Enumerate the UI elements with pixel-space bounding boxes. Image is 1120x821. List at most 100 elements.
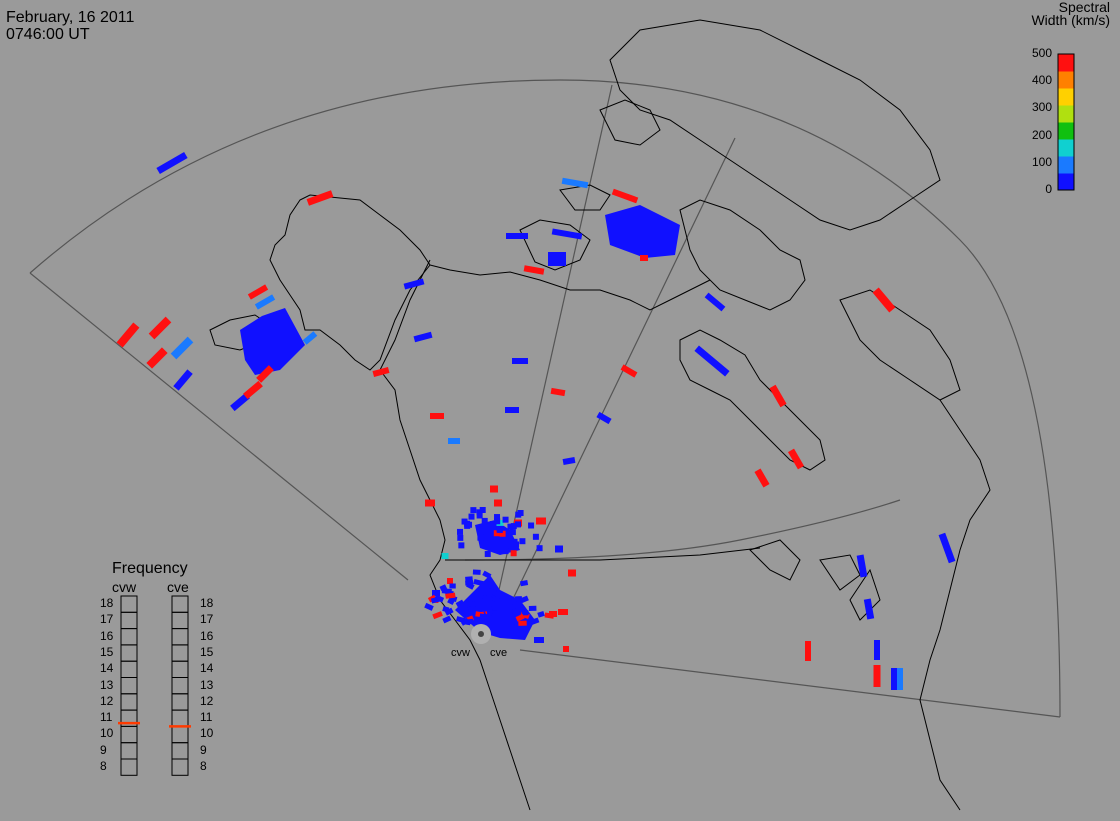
echo-cluster-bc	[475, 520, 520, 555]
frequency-cell	[120, 693, 138, 711]
colorbar-tick-label: 0	[1045, 182, 1052, 196]
echo-mark	[445, 592, 456, 599]
frequency-cell	[171, 611, 189, 630]
echo-mark	[482, 570, 492, 579]
echo-mark	[430, 596, 442, 604]
echo-mark	[457, 528, 464, 535]
frequency-level-cve: 13	[200, 677, 214, 692]
echo-mark	[754, 468, 770, 488]
frequency-cell	[171, 709, 189, 727]
echo-mark	[490, 604, 499, 612]
alaska-canada-border	[379, 259, 431, 371]
frequency-cell	[171, 677, 189, 695]
echo-mark	[447, 597, 455, 606]
echo-mark	[247, 284, 269, 300]
echo-mark	[515, 613, 525, 622]
echo-mark	[938, 532, 956, 564]
echo-mark	[769, 384, 787, 408]
echo-mark	[568, 569, 576, 577]
echo-mark	[413, 331, 433, 343]
frequency-title: Frequency	[112, 560, 188, 577]
echo-mark	[156, 151, 188, 175]
echo-mark	[424, 602, 434, 611]
frequency-cell	[120, 677, 138, 695]
echo-mark	[146, 347, 168, 369]
colorbar-tick-label: 100	[1031, 154, 1052, 169]
echo-mark	[466, 521, 473, 528]
echo-mark	[611, 188, 639, 204]
frequency-level-cve: 8	[200, 759, 207, 773]
frequency-level-cvw: 17	[100, 612, 114, 627]
west-coast	[379, 369, 531, 811]
echo-mark	[457, 534, 464, 541]
echo-mark	[488, 588, 497, 596]
echo-cluster-alaska	[240, 308, 305, 375]
colorbar-tick-label: 400	[1031, 73, 1052, 88]
echo-mark	[466, 618, 474, 625]
echo-mark	[449, 583, 456, 589]
scatter-layer	[116, 151, 956, 690]
frequency-cell	[120, 644, 138, 662]
frequency-level-cvw: 8	[100, 759, 107, 773]
echo-mark	[468, 513, 475, 520]
date-label: February, 16 2011	[6, 9, 135, 26]
echo-mark	[447, 578, 453, 584]
frequency-level-cve: 14	[200, 661, 214, 676]
echo-mark	[596, 411, 612, 425]
echo-mark	[476, 509, 483, 516]
echo-mark	[510, 550, 517, 557]
echo-mark	[461, 518, 468, 525]
echo-mark	[513, 541, 520, 548]
frequency-level-cvw: 18	[100, 596, 114, 610]
radar-site-dot	[478, 631, 484, 637]
frequency-cell	[120, 595, 138, 613]
echo-mark	[491, 612, 502, 621]
echo-mark	[874, 640, 880, 660]
echo-mark	[230, 392, 250, 412]
baffin	[679, 199, 806, 311]
echo-mark	[532, 533, 539, 540]
colorbar-segment	[1058, 156, 1074, 174]
echo-mark	[509, 619, 519, 625]
frequency-panels	[118, 595, 191, 776]
echo-mark	[472, 569, 481, 575]
echo-mark	[873, 665, 881, 687]
echo-mark	[528, 522, 535, 529]
canada-north-coast	[429, 264, 711, 311]
echo-mark	[562, 457, 576, 465]
echo-mark	[510, 523, 517, 530]
colorbar-tick-label: 300	[1031, 100, 1052, 115]
echo-mark	[694, 345, 730, 377]
echo-mark	[509, 529, 516, 536]
echo-mark	[506, 233, 528, 239]
colorbar-segment	[1058, 173, 1074, 191]
frequency-level-cve: 15	[200, 644, 214, 659]
frequency-level-cve: 17	[200, 612, 214, 627]
echo-mark	[490, 521, 497, 528]
echo-mark	[499, 530, 506, 537]
echo-mark	[490, 594, 500, 603]
echo-mark	[442, 615, 452, 624]
frequency-cell	[171, 725, 189, 744]
echo-mark	[148, 316, 172, 340]
time-label: 0746:00 UT	[6, 26, 90, 43]
frequency-cell	[120, 611, 138, 630]
echo-mark	[430, 413, 444, 419]
echo-mark	[514, 521, 521, 528]
echo-mark	[548, 252, 566, 266]
echo-mark	[473, 579, 484, 587]
echo-mark	[856, 554, 868, 578]
frequency-cell	[171, 742, 189, 760]
frequency-cell	[171, 628, 189, 646]
fov-bottom-edge	[519, 649, 1061, 718]
echo-mark	[544, 612, 555, 619]
echo-mark	[506, 531, 513, 538]
frequency-cell	[171, 758, 189, 776]
echo-mark	[432, 590, 440, 596]
echo-mark	[480, 588, 488, 594]
echo-mark	[787, 448, 805, 470]
frequency-level-cvw: 15	[100, 644, 114, 659]
colorbar-segment	[1058, 54, 1074, 72]
